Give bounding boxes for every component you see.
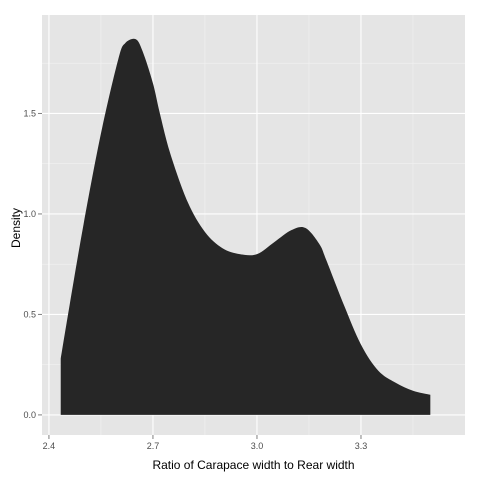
y-tick-label: 0.0: [23, 410, 36, 420]
y-tick-label: 0.5: [23, 309, 36, 319]
y-tick-label: 1.5: [23, 108, 36, 118]
y-tick-label: 1.0: [23, 209, 36, 219]
x-tick-label: 2.4: [43, 441, 56, 451]
x-axis: 2.4 2.7 3.0 3.3: [43, 435, 368, 451]
x-axis-title: Ratio of Carapace width to Rear width: [152, 458, 354, 472]
density-area-layer: [60, 38, 431, 415]
x-tick-label: 3.3: [355, 441, 368, 451]
x-tick-label: 2.7: [147, 441, 160, 451]
y-axis: 0.0 0.5 1.0 1.5: [23, 108, 42, 420]
density-area: [60, 38, 431, 415]
y-axis-title: Density: [9, 208, 23, 248]
x-tick-label: 3.0: [251, 441, 264, 451]
